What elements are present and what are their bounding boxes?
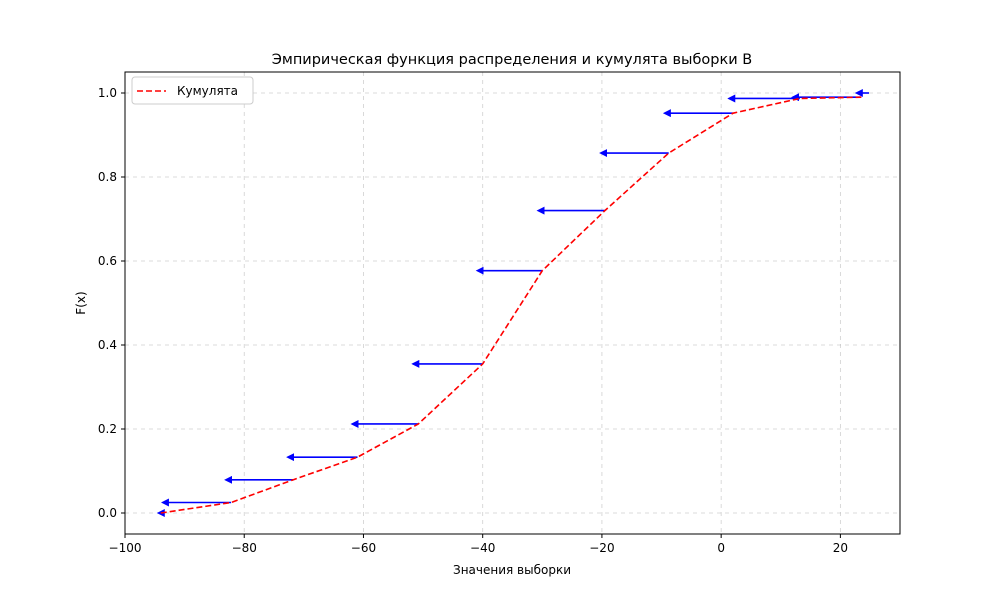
y-tick-label: 1.0 bbox=[98, 86, 117, 100]
y-tick-label: 0.0 bbox=[98, 506, 117, 520]
x-tick-label: −80 bbox=[232, 541, 257, 555]
series-layer bbox=[160, 96, 862, 514]
y-tick-label: 0.8 bbox=[98, 170, 117, 184]
y-tick-label: 0.4 bbox=[98, 338, 117, 352]
x-tick-label: −20 bbox=[589, 541, 614, 555]
y-axis-label: F(x) bbox=[74, 291, 88, 314]
x-tick-label: −40 bbox=[470, 541, 495, 555]
x-axis-label: Значения выборки bbox=[453, 563, 571, 577]
legend-label: Кумулята bbox=[177, 84, 238, 98]
y-tick-label: 0.2 bbox=[98, 422, 117, 436]
x-tick-label: −100 bbox=[109, 541, 142, 555]
y-tick-label: 0.6 bbox=[98, 254, 117, 268]
y-axis: 0.0 0.2 0.4 0.6 0.8 1.0 bbox=[98, 86, 125, 520]
cumulative-line bbox=[160, 96, 862, 514]
legend: Кумулята bbox=[131, 76, 254, 105]
x-tick-label: −60 bbox=[351, 541, 376, 555]
x-axis: −100 −80 −60 −40 −20 0 20 bbox=[109, 534, 848, 555]
plot-area bbox=[125, 72, 900, 534]
chart-title: Эмпирическая функция распределения и кум… bbox=[272, 52, 752, 68]
grid bbox=[125, 72, 900, 534]
x-tick-label: 0 bbox=[717, 541, 725, 555]
x-tick-label: 20 bbox=[833, 541, 848, 555]
legend-box bbox=[131, 76, 254, 105]
plot-frame bbox=[124, 71, 901, 535]
